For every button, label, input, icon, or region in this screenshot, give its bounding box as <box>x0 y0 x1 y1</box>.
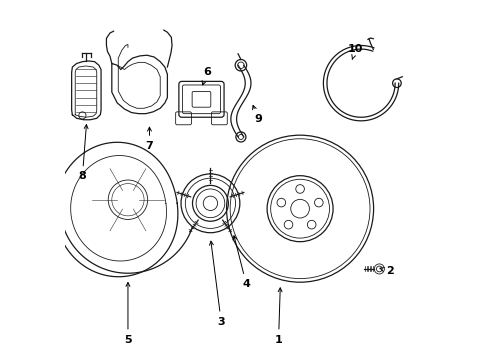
Text: 4: 4 <box>233 236 250 289</box>
Text: 8: 8 <box>79 125 88 181</box>
Text: 1: 1 <box>274 288 282 345</box>
Text: 6: 6 <box>202 67 210 85</box>
Text: 2: 2 <box>379 266 393 276</box>
Text: 10: 10 <box>347 44 363 59</box>
Text: 5: 5 <box>124 283 131 345</box>
Text: 7: 7 <box>145 127 153 151</box>
Text: 3: 3 <box>209 241 224 327</box>
Text: 9: 9 <box>252 105 262 124</box>
